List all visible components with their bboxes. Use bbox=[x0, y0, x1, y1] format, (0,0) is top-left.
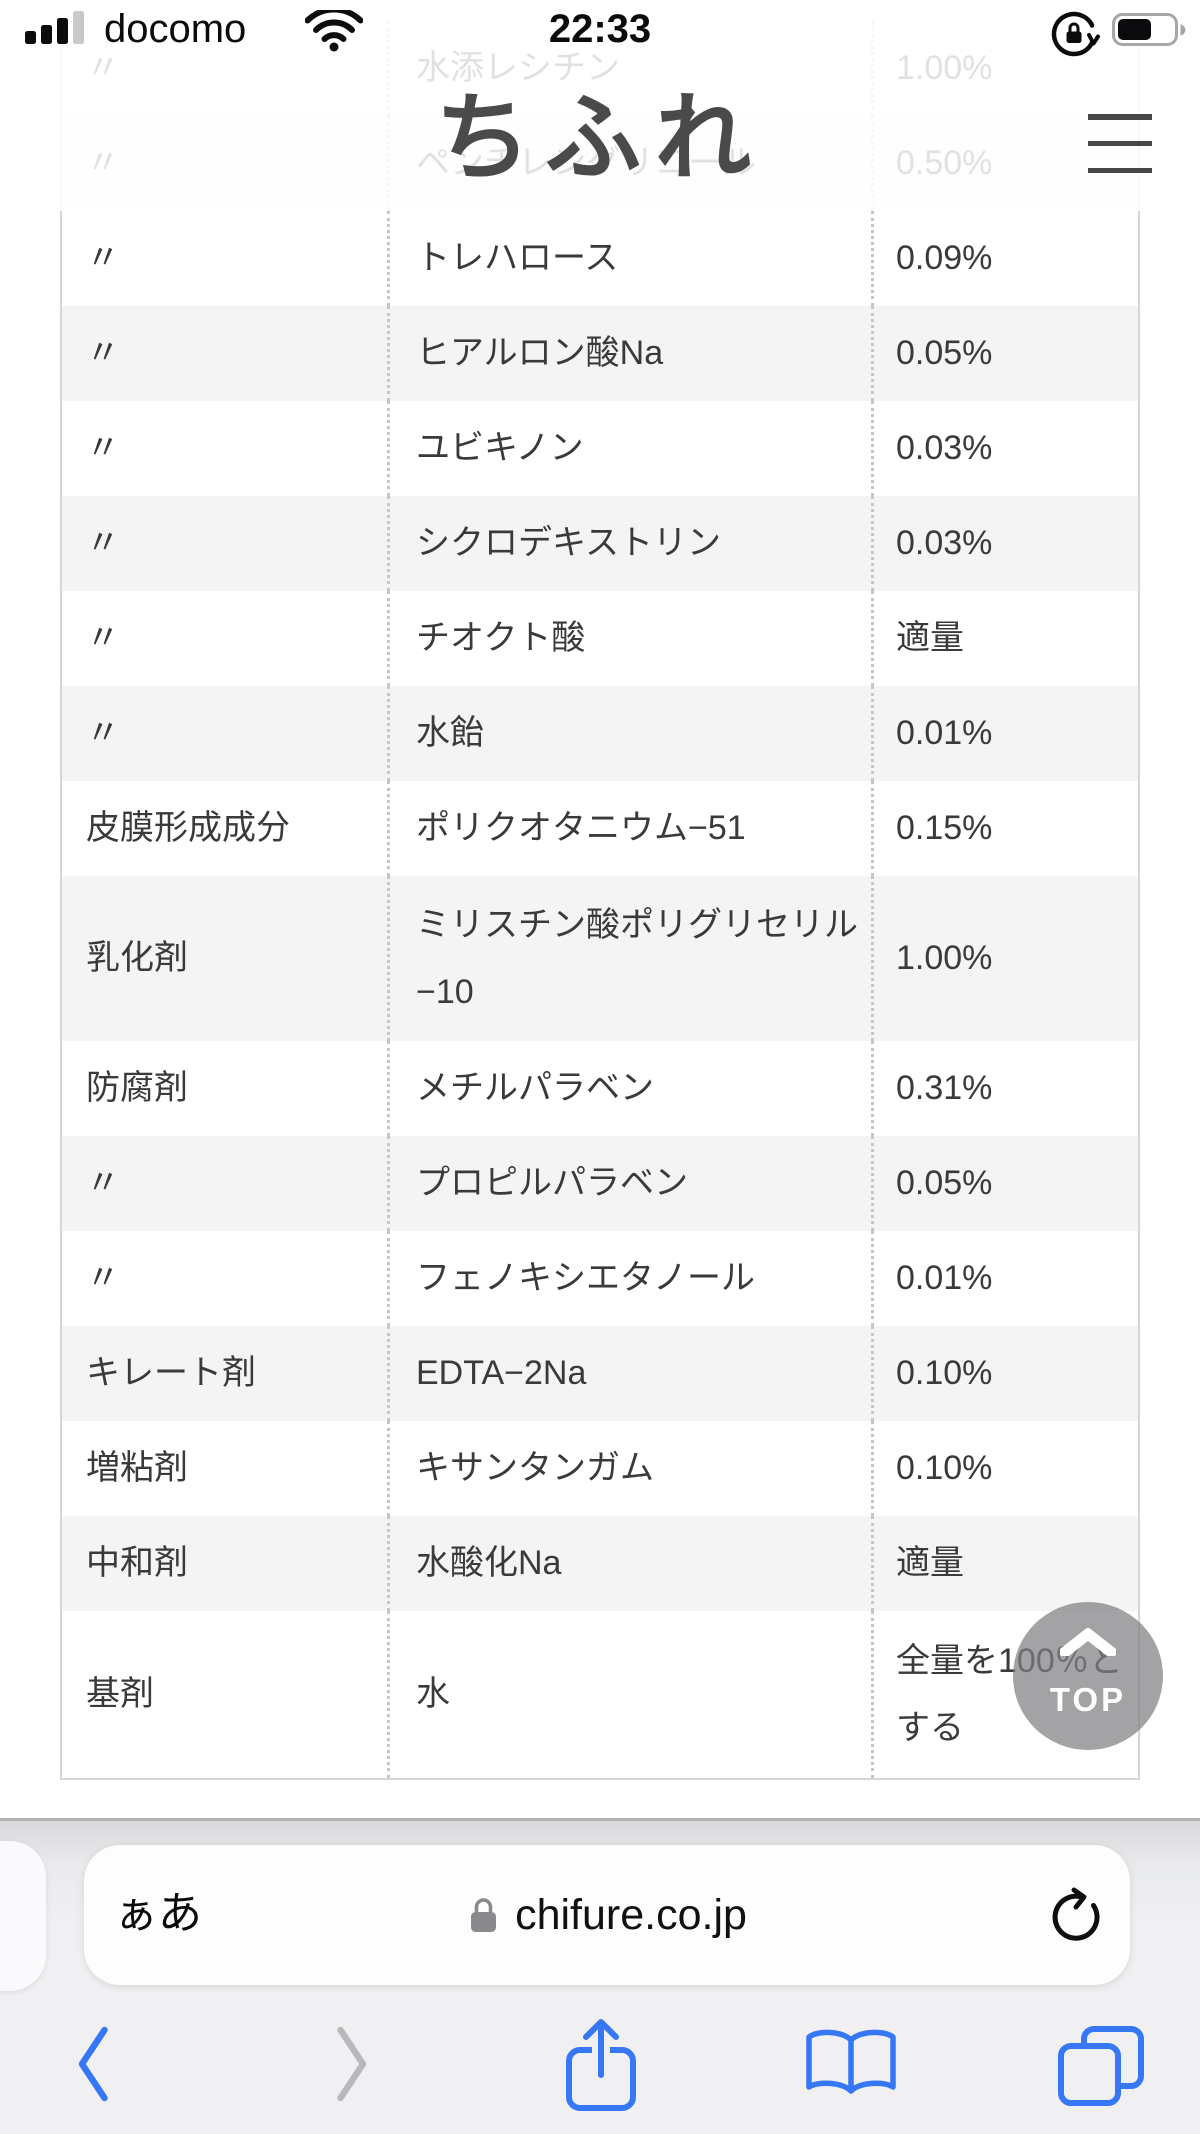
cell-category: 〃 bbox=[86, 1259, 120, 1298]
table-row: 〃 チオクト酸 適量 bbox=[62, 591, 1138, 686]
cell-category: キレート剤 bbox=[86, 1354, 256, 1393]
cell-ingredient: フェノキシエタノール bbox=[387, 1231, 871, 1326]
chevron-up-icon bbox=[1060, 1628, 1116, 1656]
cell-category: 〃 bbox=[86, 334, 120, 373]
cell-ingredient: ミリスチン酸ポリグリセリル−10 bbox=[387, 876, 871, 1041]
carrier-label: docomo bbox=[104, 7, 247, 51]
battery-icon bbox=[1112, 13, 1186, 52]
clock-time: 22:33 bbox=[548, 7, 652, 51]
cell-amount: 0.10% bbox=[871, 1421, 1138, 1516]
cell-category: 〃 bbox=[86, 619, 120, 658]
cell-category: 皮膜形成成分 bbox=[86, 809, 290, 848]
table-row: 乳化剤 ミリスチン酸ポリグリセリル−10 1.00% bbox=[62, 876, 1138, 1041]
cell-category: 〃 bbox=[86, 239, 120, 278]
cell-ingredient: ヒアルロン酸Na bbox=[387, 306, 871, 401]
reader-text-size-button[interactable]: ぁあ bbox=[114, 1889, 202, 1938]
cell-ingredient: ポリクオタニウム−51 bbox=[387, 781, 871, 876]
cell-amount: 0.03% bbox=[871, 401, 1138, 496]
tabs-icon[interactable] bbox=[1056, 2024, 1146, 2113]
chifure-logo[interactable]: ちふれ bbox=[435, 81, 765, 194]
cell-ingredient: シクロデキストリン bbox=[387, 496, 871, 591]
cell-amount: 0.05% bbox=[871, 1136, 1138, 1231]
cell-ingredient: キサンタンガム bbox=[387, 1421, 871, 1516]
table-row: 〃 ヒアルロン酸Na 0.05% bbox=[62, 306, 1138, 401]
cell-category: 増粘剤 bbox=[86, 1449, 188, 1488]
menu-bar bbox=[1088, 167, 1152, 173]
wifi-icon bbox=[304, 6, 364, 57]
cell-ingredient: EDTA−2Na bbox=[387, 1326, 871, 1421]
table-row: 基剤 水 全量を100％とする bbox=[62, 1611, 1138, 1778]
menu-icon[interactable] bbox=[1088, 114, 1152, 173]
cellular-signal-icon bbox=[25, 11, 95, 50]
cell-amount: 0.01% bbox=[871, 1231, 1138, 1326]
cell-amount: 0.10% bbox=[871, 1326, 1138, 1421]
cell-ingredient: ユビキノン bbox=[387, 401, 871, 496]
top-button-label: TOP bbox=[1049, 1681, 1127, 1718]
cell-ingredient: 水飴 bbox=[387, 686, 871, 781]
menu-bar bbox=[1088, 114, 1152, 120]
address-bar[interactable]: ぁあ chifure.co.jp bbox=[84, 1845, 1130, 1985]
bookmarks-icon[interactable] bbox=[802, 2026, 900, 2111]
menu-bar bbox=[1088, 140, 1152, 147]
cell-category: 〃 bbox=[86, 524, 120, 563]
ssl-lock-icon bbox=[471, 1898, 497, 1932]
ingredient-table: 〃 水添レシチン 1.00% 〃 ペンチレングリコール 0.50% 〃 トレハロ… bbox=[60, 21, 1140, 1780]
adjacent-tab-sliver[interactable] bbox=[0, 1841, 46, 1991]
cell-category: 中和剤 bbox=[86, 1544, 188, 1583]
table-row: キレート剤 EDTA−2Na 0.10% bbox=[62, 1326, 1138, 1421]
cell-amount: 0.03% bbox=[871, 496, 1138, 591]
cell-amount: 適量 bbox=[871, 591, 1138, 686]
table-row: 〃 トレハロース 0.09% bbox=[62, 211, 1138, 306]
share-icon[interactable] bbox=[564, 2017, 638, 2118]
cell-amount: 0.05% bbox=[871, 306, 1138, 401]
cell-amount: 0.15% bbox=[871, 781, 1138, 876]
site-header: ちふれ bbox=[0, 0, 1200, 211]
table-row: 〃 フェノキシエタノール 0.01% bbox=[62, 1231, 1138, 1326]
cell-ingredient: 水酸化Na bbox=[387, 1516, 871, 1611]
back-button[interactable] bbox=[75, 2025, 111, 2108]
cell-ingredient: チオクト酸 bbox=[387, 591, 871, 686]
rotation-lock-icon bbox=[1048, 8, 1100, 65]
table-row: 〃 水飴 0.01% bbox=[62, 686, 1138, 781]
table-row: 防腐剤 メチルパラベン 0.31% bbox=[62, 1041, 1138, 1136]
url-text: chifure.co.jp bbox=[515, 1890, 747, 1939]
table-row: 増粘剤 キサンタンガム 0.10% bbox=[62, 1421, 1138, 1516]
reload-icon[interactable] bbox=[1048, 1887, 1104, 1948]
cell-amount: 1.00% bbox=[871, 876, 1138, 1041]
cell-ingredient: 水 bbox=[387, 1611, 871, 1778]
cell-category: 〃 bbox=[86, 429, 120, 468]
address-bar-center: chifure.co.jp bbox=[84, 1845, 1130, 1985]
cell-category: 防腐剤 bbox=[86, 1069, 188, 1108]
cell-category: 乳化剤 bbox=[86, 939, 188, 978]
table-row: 〃 ユビキノン 0.03% bbox=[62, 401, 1138, 496]
status-bar: docomo 22:33 bbox=[0, 0, 1200, 60]
cell-amount: 0.31% bbox=[871, 1041, 1138, 1136]
forward-button[interactable] bbox=[334, 2025, 370, 2108]
cell-ingredient: トレハロース bbox=[387, 211, 871, 306]
cell-amount: 適量 bbox=[871, 1516, 1138, 1611]
table-row: 〃 シクロデキストリン 0.03% bbox=[62, 496, 1138, 591]
cell-amount: 0.09% bbox=[871, 211, 1138, 306]
scroll-to-top-button[interactable]: TOP bbox=[1013, 1602, 1163, 1750]
cell-amount: 0.01% bbox=[871, 686, 1138, 781]
table-row: 〃 プロピルパラベン 0.05% bbox=[62, 1136, 1138, 1231]
cell-category: 基剤 bbox=[86, 1675, 154, 1714]
safari-bottom-chrome: ぁあ chifure.co.jp bbox=[0, 1818, 1200, 2134]
table-row: 皮膜形成成分 ポリクオタニウム−51 0.15% bbox=[62, 781, 1138, 876]
cell-category: 〃 bbox=[86, 714, 120, 753]
cell-ingredient: プロピルパラベン bbox=[387, 1136, 871, 1231]
cell-category: 〃 bbox=[86, 1164, 120, 1203]
table-row: 中和剤 水酸化Na 適量 bbox=[62, 1516, 1138, 1611]
cell-ingredient: メチルパラベン bbox=[387, 1041, 871, 1136]
